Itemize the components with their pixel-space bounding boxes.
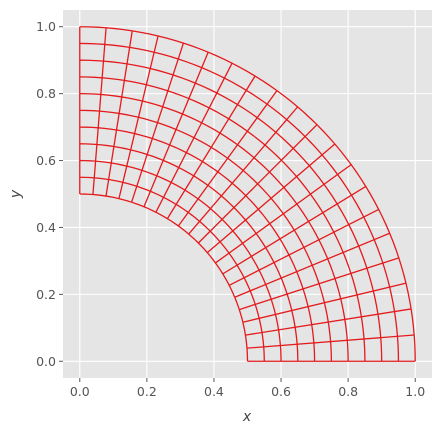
- y-axis-ticks: 0.0 0.2 0.4 0.6 0.8 1.0: [36, 19, 63, 369]
- x-tick-label-3: 0.6: [271, 384, 291, 399]
- grid-lines: [63, 10, 432, 378]
- x-axis-ticks: 0.0 0.2 0.4 0.6 0.8 1.0: [70, 378, 425, 399]
- mesh-spoke-8: [215, 164, 352, 264]
- mesh-spoke-3: [242, 282, 407, 323]
- y-tick-label-3: 0.6: [36, 153, 56, 168]
- y-tick-label-2: 0.4: [36, 220, 56, 235]
- x-tick-label-4: 0.8: [338, 384, 358, 399]
- mesh-spoke-4: [239, 257, 400, 311]
- mesh-spoke-12: [177, 90, 278, 227]
- mesh-spoke-9: [206, 143, 336, 254]
- x-tick-label-0: 0.0: [70, 384, 90, 399]
- y-tick-label-1: 0.2: [36, 287, 56, 302]
- mesh-spoke-17: [118, 35, 159, 199]
- mesh-spoke-7: [222, 185, 367, 275]
- y-axis-label: y: [8, 189, 24, 199]
- x-tick-label-5: 1.0: [405, 384, 425, 399]
- x-tick-label-1: 0.2: [137, 384, 157, 399]
- y-tick-label-5: 1.0: [36, 19, 56, 34]
- mesh-spoke-10: [197, 124, 318, 244]
- y-tick-label-4: 0.8: [36, 86, 56, 101]
- mesh-grid: [79, 26, 416, 362]
- y-tick-label-0: 0.0: [36, 354, 56, 369]
- mesh-spoke-19: [92, 27, 107, 195]
- mesh-spoke-1: [246, 334, 415, 349]
- mesh-spoke-13: [166, 75, 256, 219]
- x-axis-label: x: [242, 409, 252, 425]
- mesh-arc-0: [79, 193, 249, 362]
- mesh-spoke-16: [130, 42, 185, 203]
- mesh-spoke-11: [188, 106, 299, 235]
- x-tick-label-2: 0.4: [204, 384, 224, 399]
- mesh-spoke-14: [155, 62, 233, 213]
- mesh-spoke-2: [245, 308, 412, 336]
- mesh-spoke-6: [228, 208, 379, 286]
- mesh-spoke-15: [143, 51, 209, 207]
- mesh-spoke-18: [105, 30, 133, 197]
- mesh-spoke-5: [234, 232, 390, 298]
